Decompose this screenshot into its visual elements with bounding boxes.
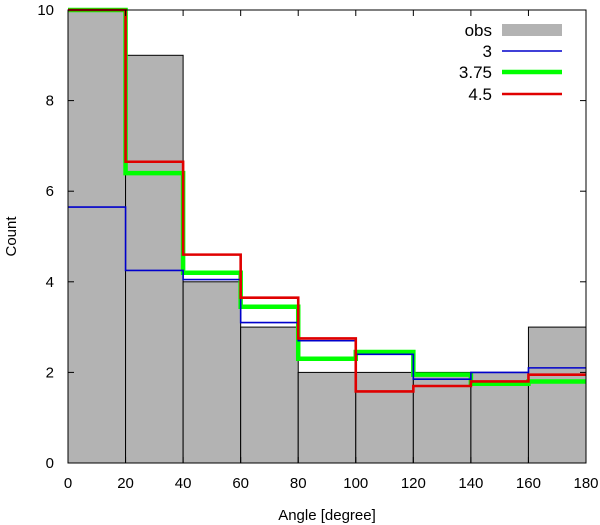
x-tick-label: 0 — [64, 475, 72, 492]
legend-label: 3 — [483, 42, 492, 61]
x-tick-label: 40 — [175, 475, 192, 492]
y-tick-label: 0 — [46, 455, 54, 472]
obs-bar-160-180 — [527, 326, 587, 464]
series-line-4-5 — [68, 8, 586, 393]
series-line-3 — [68, 206, 586, 380]
plot-frame — [67, 9, 587, 464]
series-line-3-75 — [68, 7, 586, 386]
obs-histogram-bars — [67, 9, 587, 464]
x-tick-label: 140 — [458, 475, 483, 492]
obs-bar-0-20 — [67, 9, 127, 464]
x-tick-label: 180 — [573, 475, 598, 492]
model-step-lines — [68, 7, 586, 393]
x-tick-label: 60 — [232, 475, 249, 492]
obs-bar-20-40 — [125, 54, 184, 464]
y-axis-title: Count — [3, 216, 20, 257]
x-tick-label: 120 — [401, 475, 426, 492]
obs-bar-100-120 — [355, 371, 414, 464]
obs-bar-140-160 — [470, 371, 529, 464]
x-tick-label: 160 — [516, 475, 541, 492]
legend-swatch-obs — [502, 24, 562, 36]
legend-label: 4.5 — [468, 85, 492, 104]
x-tick-label: 100 — [343, 475, 368, 492]
y-tick-label: 4 — [46, 274, 54, 291]
legend: obs 3 3.75 4.5 — [459, 21, 562, 104]
obs-bar-60-80 — [240, 326, 299, 464]
obs-bar-40-60 — [182, 281, 242, 464]
x-axis-title: Angle [degree] — [278, 507, 376, 524]
axis-ticks: 0 20 40 60 80 100 120 140 160 180 0 2 4 6 8 10 — [37, 2, 598, 492]
x-tick-label: 20 — [117, 475, 134, 492]
obs-bar-80-100 — [297, 371, 357, 464]
y-tick-label: 10 — [37, 2, 54, 19]
y-tick-label: 6 — [46, 183, 54, 200]
legend-label: obs — [465, 21, 492, 40]
y-tick-label: 8 — [46, 93, 54, 110]
y-tick-label: 2 — [46, 364, 54, 381]
legend-label: 3.75 — [459, 63, 492, 82]
x-tick-label: 80 — [290, 475, 307, 492]
obs-bar-120-140 — [412, 371, 472, 464]
